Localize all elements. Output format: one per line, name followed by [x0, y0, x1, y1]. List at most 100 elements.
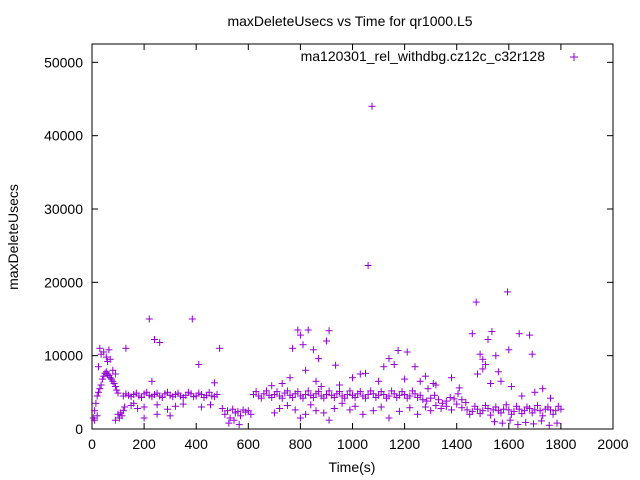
data-point — [472, 298, 480, 306]
data-point — [448, 406, 455, 414]
x-tick-label: 1600 — [493, 436, 524, 452]
data-point — [309, 394, 317, 401]
data-point — [369, 407, 377, 415]
data-point — [377, 403, 385, 411]
data-point — [226, 414, 234, 422]
data-point — [506, 416, 514, 424]
data-point — [454, 390, 462, 398]
data-point — [110, 380, 118, 387]
data-point — [230, 416, 238, 424]
data-point — [307, 401, 315, 409]
data-point — [518, 392, 526, 400]
data-point — [468, 330, 476, 338]
data-point — [294, 388, 302, 396]
data-point — [528, 350, 536, 358]
data-point — [102, 353, 110, 361]
data-point — [294, 326, 302, 334]
data-point — [118, 412, 126, 420]
data-point — [315, 388, 323, 396]
data-point — [531, 388, 539, 396]
data-point — [390, 361, 398, 368]
data-point — [463, 406, 471, 414]
data-point — [273, 388, 281, 396]
data-point — [95, 388, 102, 396]
data-point — [330, 405, 338, 412]
data-point — [492, 352, 500, 360]
x-tick-label: 400 — [185, 436, 209, 452]
data-point — [377, 388, 385, 396]
data-point — [302, 410, 310, 418]
data-point — [242, 408, 250, 416]
data-point — [466, 410, 474, 418]
data-point — [351, 394, 359, 401]
data-point — [515, 330, 523, 338]
data-point — [216, 344, 224, 352]
data-point — [111, 370, 119, 378]
data-point — [140, 414, 148, 422]
data-point — [414, 394, 422, 401]
y-tick-label: 0 — [75, 421, 83, 437]
data-point — [513, 402, 521, 410]
data-point — [309, 346, 317, 354]
data-point — [364, 391, 372, 398]
data-point — [528, 409, 536, 417]
data-point — [315, 355, 323, 363]
data-point — [372, 394, 380, 401]
data-point — [296, 414, 304, 422]
data-point — [497, 377, 505, 385]
data-point — [299, 394, 307, 402]
data-point — [385, 414, 393, 422]
data-point — [487, 411, 495, 419]
data-point — [431, 391, 439, 399]
data-point — [382, 394, 390, 402]
data-point — [122, 344, 130, 352]
data-point — [554, 402, 562, 410]
data-point — [91, 407, 99, 415]
data-point — [552, 407, 560, 415]
data-point — [385, 355, 393, 363]
data-point — [207, 401, 214, 409]
data-point — [403, 394, 411, 402]
data-point — [375, 377, 383, 385]
data-point — [320, 394, 328, 402]
data-point — [97, 381, 105, 389]
data-point — [92, 399, 100, 407]
data-point — [190, 393, 198, 401]
x-tick-label: 2000 — [597, 436, 628, 452]
data-point — [338, 399, 346, 407]
data-point — [432, 381, 440, 389]
data-point — [188, 315, 196, 323]
data-point — [134, 405, 142, 412]
data-point — [197, 403, 205, 411]
data-point — [119, 407, 127, 415]
data-point — [153, 389, 161, 397]
data-point — [349, 374, 356, 382]
data-point — [93, 412, 101, 420]
data-point — [276, 405, 284, 412]
data-point — [336, 381, 343, 389]
data-point — [505, 406, 513, 414]
data-point — [156, 339, 164, 346]
data-point — [408, 387, 416, 395]
y-tick-label: 30000 — [44, 201, 83, 217]
data-point — [166, 412, 174, 420]
data-point — [304, 326, 312, 334]
data-point — [474, 370, 481, 378]
data-point — [111, 416, 119, 424]
data-point — [100, 348, 108, 356]
data-point — [153, 401, 161, 409]
data-point — [346, 406, 354, 414]
data-point — [98, 375, 106, 383]
data-point — [205, 388, 213, 396]
data-point — [450, 395, 458, 403]
data-point — [164, 405, 171, 413]
data-point — [421, 403, 429, 411]
data-point — [278, 394, 286, 402]
data-point — [127, 393, 135, 401]
data-point — [522, 418, 530, 426]
data-point — [302, 366, 310, 374]
data-point — [104, 358, 112, 365]
data-point — [278, 380, 286, 387]
data-point — [492, 403, 500, 411]
data-point — [105, 346, 113, 354]
